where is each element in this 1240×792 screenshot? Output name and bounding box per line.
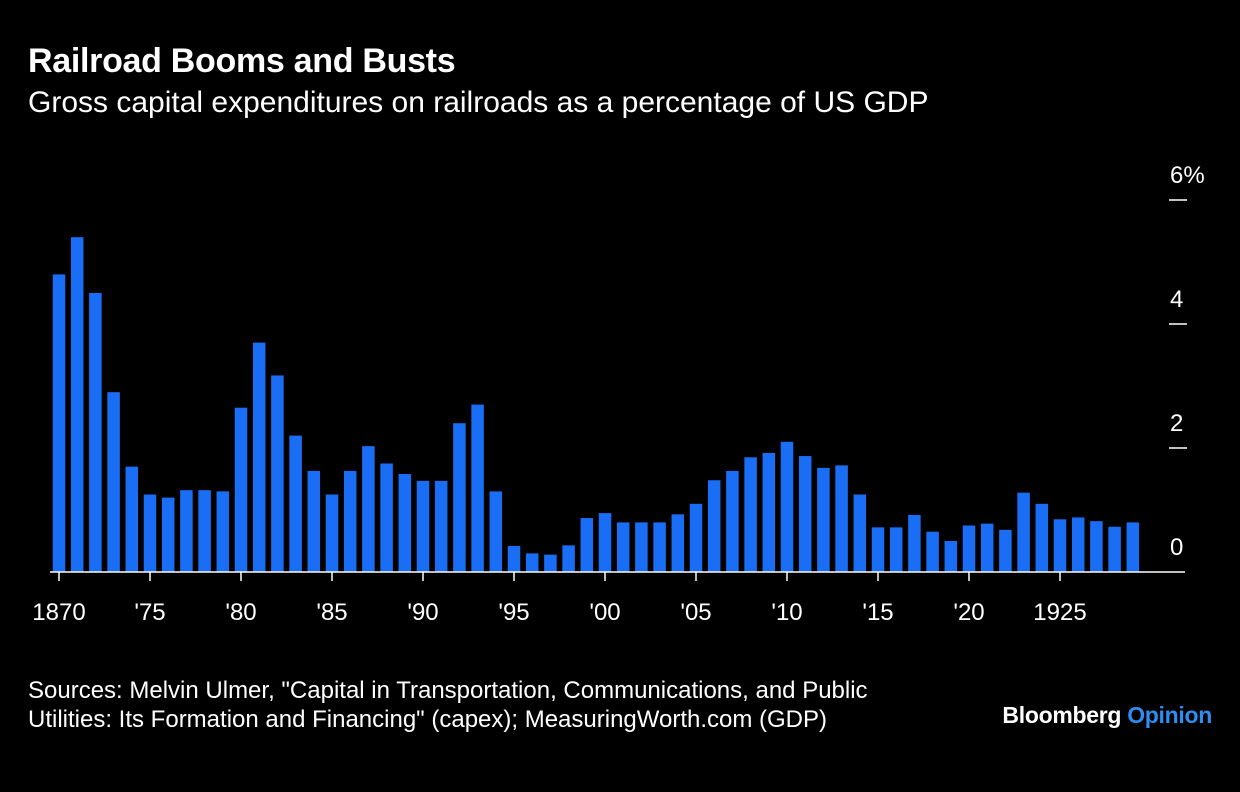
x-tick-label: '05 [680,599,711,626]
bar-1914 [853,494,867,572]
y-axis: 0 2 4 6% [1169,162,1205,561]
source-line-1: Sources: Melvin Ulmer, "Capital in Trans… [28,677,868,704]
bar-1872 [89,293,102,572]
chart-title: Railroad Booms and Busts [28,42,456,80]
bar-1878 [198,490,211,572]
y-tick-label: 2 [1170,410,1183,437]
bar-1918 [926,531,939,572]
x-tick-label: '90 [407,599,438,626]
bar-1899 [580,518,594,572]
bar-1881 [252,342,266,572]
bar-1915 [871,527,885,572]
bar-1870 [52,274,66,572]
x-tick-label: '20 [953,599,984,626]
bar-1897 [544,554,557,572]
bar-1871 [70,237,84,572]
bar-1880 [234,407,248,572]
bar-1920 [962,525,976,572]
bar-1879 [216,491,230,572]
bar-1907 [726,470,739,572]
bar-1922 [999,529,1012,572]
bar-1929 [1126,522,1140,572]
bar-1905 [689,503,703,572]
bar-1917 [908,514,921,572]
bar-1925 [1053,519,1067,572]
bar-1890 [416,480,430,572]
y-tick-label: 6% [1170,162,1205,189]
bar-1893 [471,404,484,572]
bar-series [52,237,1140,572]
bar-1895 [507,545,521,572]
bar-1892 [453,423,466,572]
bar-1894 [489,491,503,572]
source-line-2: Utilities: Its Formation and Financing" … [28,706,828,733]
bar-1926 [1071,517,1085,572]
bar-1924 [1035,503,1049,572]
bar-1900 [598,513,612,572]
bar-1913 [835,465,848,572]
bar-1873 [107,392,120,572]
brand-section: Opinion [1127,702,1212,728]
bar-1906 [707,480,721,572]
bar-1901 [616,522,630,572]
y-tick-label: 4 [1170,286,1183,313]
x-tick-label: 1870 [32,599,85,626]
x-tick-label: '00 [589,599,620,626]
bar-1919 [944,541,958,572]
y-tick-label: 0 [1170,534,1183,561]
bar-1898 [562,545,575,572]
brand-name: Bloomberg [1002,702,1122,728]
bar-1908 [744,457,757,572]
source-note: Sources: Melvin Ulmer, "Capital in Trans… [28,676,868,734]
x-tick-label: '15 [862,599,893,626]
bar-1888 [380,463,393,572]
x-axis: 1870 '75 '80 '85 '90 '95 '00 '05 '10 '15 '20 1925 [32,571,1185,626]
bar-1910 [780,441,794,572]
bar-1884 [307,470,321,572]
bar-1923 [1017,492,1030,572]
bar-1927 [1090,521,1103,572]
x-tick-label: 1925 [1033,599,1086,626]
bar-1928 [1108,526,1121,572]
bar-1891 [434,480,448,572]
bar-1889 [398,474,412,572]
chart-subtitle: Gross capital expenditures on railroads … [28,86,929,119]
bar-chart: 0 2 4 6% 1870 '75 '80 '85 '90 '95 '00 '05 '10 '15 '20… [32,162,1205,626]
bar-1887 [362,446,375,572]
bar-1912 [817,467,830,572]
x-tick-label: '80 [225,599,256,626]
bar-1886 [343,470,357,572]
x-tick-label: '85 [316,599,347,626]
brand-logo: Bloomberg Opinion [1002,702,1212,729]
x-tick-label: '10 [771,599,802,626]
bar-1916 [889,527,903,572]
bar-1885 [325,494,339,572]
bar-1921 [980,523,994,572]
bar-1883 [289,435,302,572]
x-tick-label: '75 [134,599,165,626]
bar-1903 [653,522,666,572]
bar-1909 [762,452,776,572]
x-tick-label: '95 [498,599,529,626]
bar-1896 [525,553,539,572]
bar-1876 [161,497,175,572]
bar-1877 [180,490,193,572]
bar-1874 [125,466,139,572]
bar-1904 [671,514,685,572]
bar-1902 [635,522,648,572]
bar-1911 [798,456,812,572]
bar-1882 [271,375,284,572]
bar-1875 [143,494,157,572]
